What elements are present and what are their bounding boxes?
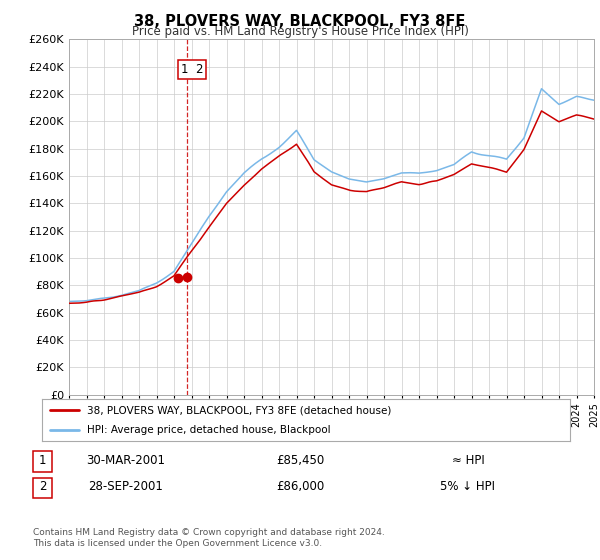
Text: Contains HM Land Registry data © Crown copyright and database right 2024.: Contains HM Land Registry data © Crown c…	[33, 528, 385, 536]
Text: 1  2: 1 2	[181, 63, 203, 76]
Text: 1: 1	[39, 454, 46, 467]
Text: 30-MAR-2001: 30-MAR-2001	[86, 454, 166, 467]
Text: £85,450: £85,450	[276, 454, 324, 467]
Text: Price paid vs. HM Land Registry's House Price Index (HPI): Price paid vs. HM Land Registry's House …	[131, 25, 469, 38]
Text: 28-SEP-2001: 28-SEP-2001	[89, 480, 163, 493]
Text: ≈ HPI: ≈ HPI	[452, 454, 484, 467]
Text: 2: 2	[39, 480, 46, 493]
Text: HPI: Average price, detached house, Blackpool: HPI: Average price, detached house, Blac…	[87, 425, 331, 435]
Text: 38, PLOVERS WAY, BLACKPOOL, FY3 8FE (detached house): 38, PLOVERS WAY, BLACKPOOL, FY3 8FE (det…	[87, 405, 391, 415]
Text: This data is licensed under the Open Government Licence v3.0.: This data is licensed under the Open Gov…	[33, 539, 322, 548]
Text: 5% ↓ HPI: 5% ↓ HPI	[440, 480, 496, 493]
Text: £86,000: £86,000	[276, 480, 324, 493]
Text: 38, PLOVERS WAY, BLACKPOOL, FY3 8FE: 38, PLOVERS WAY, BLACKPOOL, FY3 8FE	[134, 14, 466, 29]
